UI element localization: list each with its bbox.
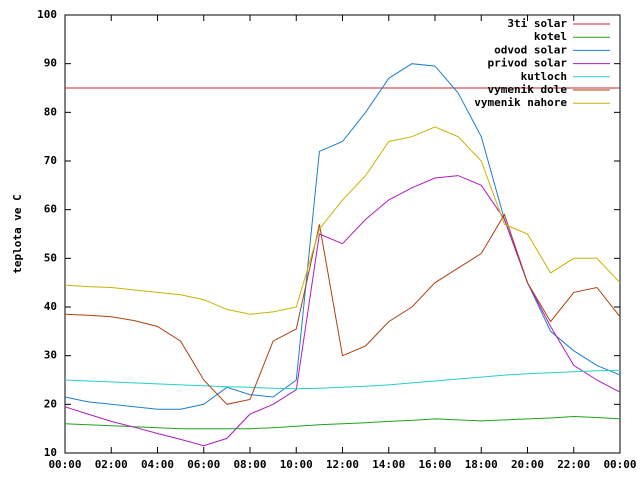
y-tick-label: 70: [44, 154, 57, 167]
x-tick-label: 16:00: [418, 458, 451, 471]
x-tick-label: 10:00: [280, 458, 313, 471]
series-line: [64, 175, 621, 447]
x-tick-label: 00:00: [603, 458, 636, 471]
series-line: [64, 369, 621, 390]
y-tick-label: 60: [44, 203, 57, 216]
y-tick-label: 50: [44, 251, 57, 264]
legend-label: odvod solar: [494, 43, 567, 56]
x-tick-label: 04:00: [141, 458, 174, 471]
y-tick-label: 90: [44, 57, 57, 70]
series-line: [64, 415, 621, 430]
legend-label: 3ti solar: [507, 17, 567, 30]
legend-label: kutloch: [521, 70, 567, 83]
x-tick-label: 22:00: [557, 458, 590, 471]
series-line: [64, 63, 621, 410]
x-tick-label: 12:00: [326, 458, 359, 471]
y-tick-label: 40: [44, 300, 57, 313]
legend-label: kotel: [534, 30, 567, 43]
x-tick-label: 02:00: [95, 458, 128, 471]
legend-label: vymenik nahore: [474, 96, 567, 109]
y-tick-label: 20: [44, 397, 57, 410]
x-tick-label: 18:00: [465, 458, 498, 471]
x-tick-label: 20:00: [511, 458, 544, 471]
y-axis-label: teplota ve C: [11, 194, 24, 273]
x-tick-label: 00:00: [48, 458, 81, 471]
legend-label: privod solar: [488, 57, 568, 70]
x-tick-label: 14:00: [372, 458, 405, 471]
y-tick-label: 10: [44, 446, 57, 459]
y-tick-label: 100: [37, 8, 57, 21]
y-tick-label: 80: [44, 105, 57, 118]
x-tick-label: 08:00: [233, 458, 266, 471]
series-line: [64, 126, 621, 315]
legend-label: vymenik dole: [488, 83, 568, 96]
series-line: [64, 213, 621, 405]
y-tick-label: 30: [44, 349, 57, 362]
x-tick-label: 06:00: [187, 458, 220, 471]
